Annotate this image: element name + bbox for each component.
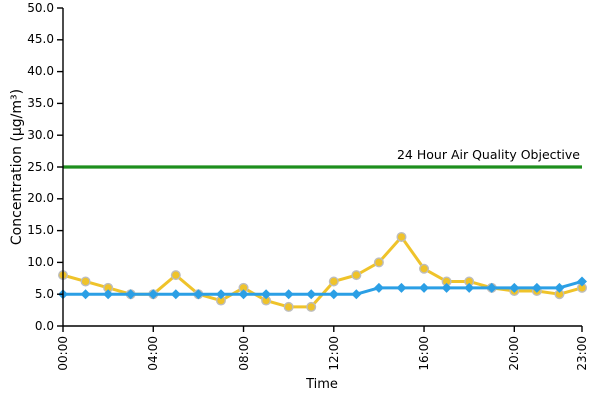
blue-series-marker (577, 276, 587, 287)
y-tick-label: 15.0 (27, 223, 54, 238)
x-tick-label: 00:00 (56, 336, 70, 371)
blue-series-marker (125, 289, 136, 300)
gold-series-marker (328, 276, 339, 287)
y-tick-label: 10.0 (27, 254, 54, 269)
y-tick-label: 20.0 (27, 191, 54, 206)
y-axis-title: Concentration (µg/m³) (9, 88, 25, 246)
blue-series-marker (215, 289, 226, 300)
blue-series-marker (396, 282, 407, 293)
blue-series-marker (373, 282, 384, 293)
blue-series-marker (103, 289, 114, 300)
blue-series-marker (306, 289, 317, 300)
blue-series-marker (170, 289, 181, 300)
blue-series-marker (554, 282, 565, 293)
blue-series-marker (464, 282, 475, 293)
y-tick-label: 25.0 (27, 159, 54, 174)
blue-series-marker (328, 289, 339, 300)
blue-series-marker (441, 282, 452, 293)
blue-series-marker (261, 289, 272, 300)
objective-line-label: 24 Hour Air Quality Objective (396, 147, 580, 162)
blue-series-marker (238, 289, 249, 300)
blue-series-marker (283, 289, 294, 300)
x-tick-label: 23:00 (575, 336, 589, 371)
blue-series-marker (509, 282, 520, 293)
x-tick-label: 08:00 (236, 336, 251, 371)
gold-series-marker (351, 270, 362, 281)
y-tick-label: 5.0 (34, 286, 54, 301)
gold-series-marker (283, 301, 294, 312)
x-axis-title: Time (306, 377, 338, 392)
blue-series-marker (486, 282, 497, 293)
y-tick-label: 0.0 (34, 318, 54, 333)
y-tick-label: 45.0 (27, 32, 54, 47)
y-tick-label: 50.0 (27, 0, 54, 15)
gold-series-line (62, 235, 583, 309)
y-tick-label: 30.0 (27, 127, 54, 142)
blue-series-marker (193, 289, 204, 300)
blue-series-marker (419, 282, 430, 293)
blue-series-marker (148, 289, 159, 300)
x-tick-label: 04:00 (146, 336, 161, 371)
gold-series-marker (306, 301, 317, 312)
blue-series-marker (531, 282, 542, 293)
y-tick-label: 40.0 (27, 64, 54, 79)
gold-series-marker (170, 270, 181, 281)
x-tick-label: 16:00 (417, 336, 432, 371)
blue-series-marker (80, 289, 91, 300)
x-tick-label: 20:00 (507, 336, 522, 371)
x-tick-label: 12:00 (326, 336, 341, 371)
gold-series-marker (373, 257, 384, 268)
gold-series-marker (80, 276, 91, 287)
blue-series-marker (351, 289, 362, 300)
y-tick-label: 35.0 (27, 95, 54, 110)
gold-series-marker (419, 263, 430, 274)
gold-series-marker (396, 231, 407, 242)
